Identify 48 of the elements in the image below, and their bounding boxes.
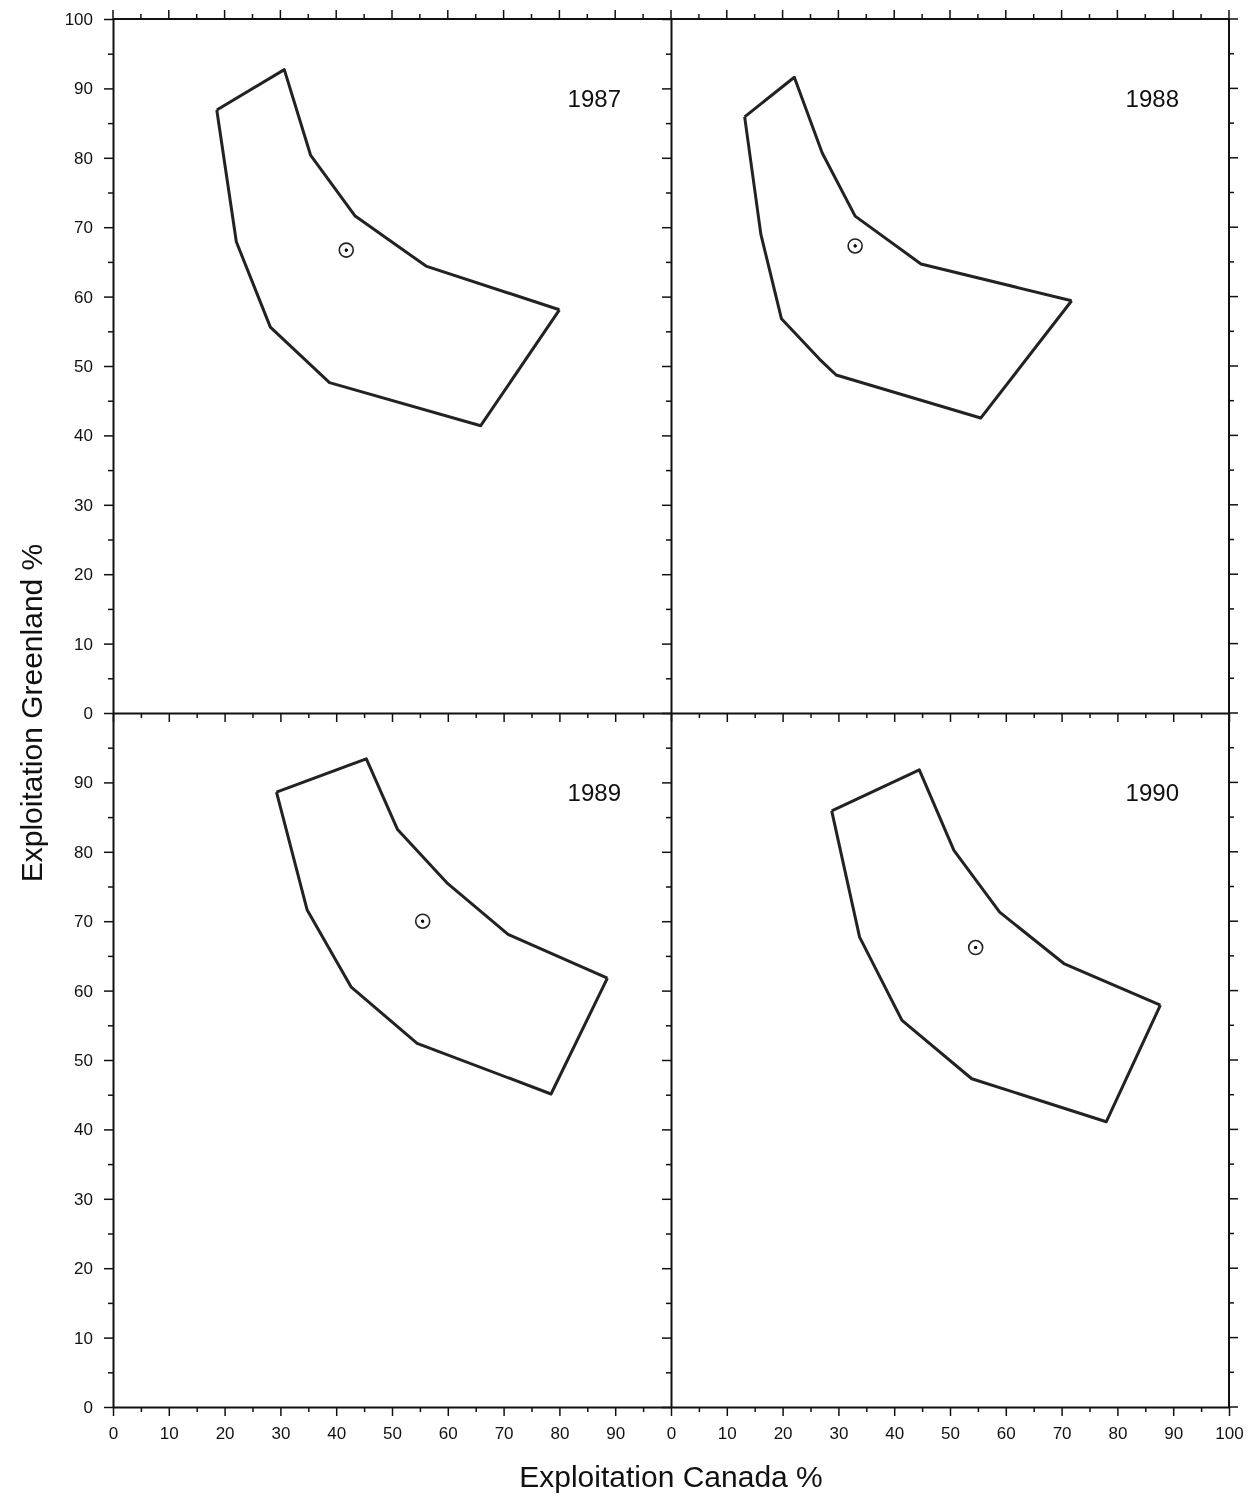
y-tick-label: 70 [74,912,93,932]
x-tick-label: 30 [271,1424,291,1444]
x-tick-label: 50 [941,1424,960,1444]
y-tick-label: 80 [74,842,93,862]
x-tick-label: 10 [717,1424,737,1444]
y-tick-label: 90 [74,79,93,99]
x-tick-label: 70 [1052,1424,1072,1444]
x-tick-label: 60 [438,1424,458,1444]
x-tick-label: 40 [885,1424,905,1444]
y-tick-label: 40 [74,426,93,446]
y-tick-label: 20 [74,1259,93,1279]
text: 1987 [567,85,621,112]
x-tick-label: 100 [1215,1424,1244,1444]
x-tick-label: 70 [494,1424,514,1444]
text: 1989 [567,779,621,806]
x-tick-label: 20 [215,1424,235,1444]
y-axis-title: Exploitation Greenland % [15,543,48,883]
x-tick-label: 80 [550,1424,570,1444]
y-tick-label: 0 [83,703,93,723]
x-tick-label: 0 [108,1424,119,1444]
y-tick-label: 50 [74,1050,93,1070]
y-tick-label: 30 [74,495,93,515]
y-tick-label: 20 [74,565,93,585]
text: 1988 [1125,85,1179,112]
x-tick-label: 10 [159,1424,179,1444]
x-tick-label: 90 [606,1424,626,1444]
x-tick-label: 50 [383,1424,402,1444]
x-tick-label: 40 [327,1424,347,1444]
y-tick-label: 50 [74,356,93,376]
x-tick-label: 90 [1164,1424,1184,1444]
x-tick-label: 30 [829,1424,849,1444]
y-tick-label: 10 [74,1328,93,1348]
y-tick-label: 80 [74,148,93,168]
text: 1990 [1125,779,1179,806]
x-axis-title: Exploitation Canada % [519,1460,823,1493]
y-tick-label: 60 [74,287,93,307]
y-tick-label: 40 [74,1120,93,1140]
x-tick-label: 0 [666,1424,677,1444]
y-tick-label: 60 [74,981,93,1001]
x-tick-label: 60 [996,1424,1016,1444]
y-tick-label: 0 [83,1397,93,1417]
y-tick-label: 90 [74,773,93,793]
x-tick-label: 20 [773,1424,793,1444]
y-tick-label: 10 [74,634,93,654]
y-tick-label: 70 [74,218,93,238]
y-tick-label: 100 [64,9,93,29]
y-tick-label: 30 [74,1189,93,1209]
x-tick-label: 80 [1108,1424,1128,1444]
